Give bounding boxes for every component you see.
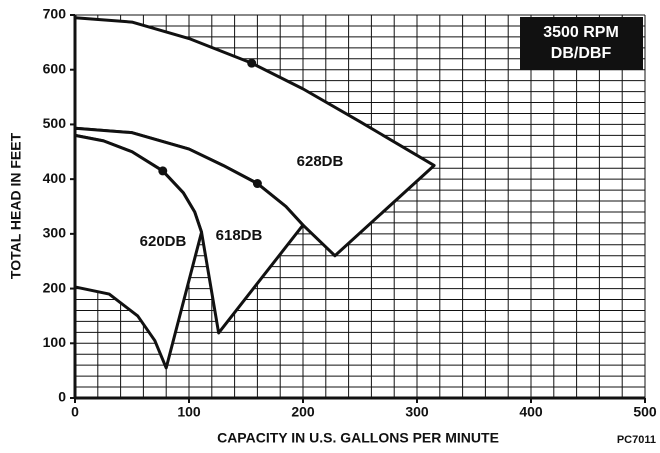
y-tick-label: 400 — [43, 170, 67, 186]
y-tick-label: 600 — [43, 60, 67, 76]
region — [73, 133, 204, 370]
figure-code: PC7011 — [617, 434, 656, 446]
marker — [158, 166, 168, 176]
x-tick-label: 0 — [71, 404, 79, 420]
region-label: 620DB — [140, 233, 187, 250]
x-tick-label: 500 — [633, 404, 657, 420]
y-axis-title: TOTAL HEAD IN FEET — [8, 132, 24, 279]
x-tick-label: 300 — [405, 404, 429, 420]
y-tick-label: 500 — [43, 115, 67, 131]
y-tick-label: 100 — [43, 334, 67, 350]
annotation: DB/DBF — [551, 45, 612, 62]
region-label: 618DB — [216, 227, 263, 244]
y-tick-label: 200 — [43, 279, 67, 295]
marker — [252, 179, 262, 189]
y-tick-label: 0 — [58, 389, 66, 405]
x-tick-label: 200 — [291, 404, 315, 420]
region-label: 628DB — [297, 153, 344, 170]
x-axis-title: CAPACITY IN U.S. GALLONS PER MINUTE — [217, 430, 499, 446]
annotation: 3500 RPM — [543, 24, 619, 41]
x-tick-label: 400 — [519, 404, 543, 420]
y-tick-label: 700 — [43, 6, 67, 22]
annotation-box — [520, 17, 643, 70]
y-tick-label: 300 — [43, 225, 67, 241]
marker — [247, 58, 257, 68]
x-tick-label: 100 — [177, 404, 201, 420]
